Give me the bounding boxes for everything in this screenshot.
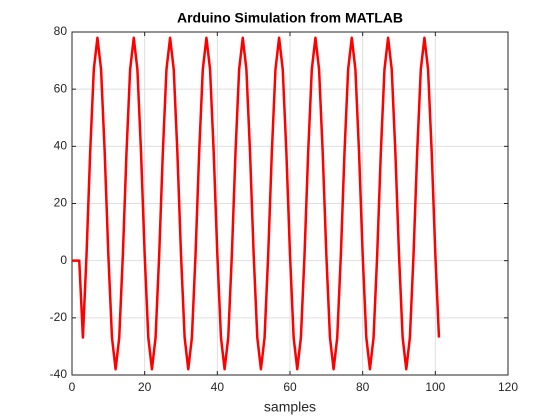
y-tick-label: -20 (50, 310, 68, 324)
y-tick-label: 80 (54, 24, 68, 38)
x-tick-label: 80 (356, 380, 370, 394)
chart-title: Arduino Simulation from MATLAB (177, 10, 403, 26)
x-tick-label: 20 (138, 380, 152, 394)
y-tick-label: 60 (54, 81, 68, 95)
data-line (72, 36, 441, 371)
x-tick-label: 40 (211, 380, 225, 394)
x-axis-label: samples (264, 399, 316, 415)
x-tick-label: 60 (283, 380, 297, 394)
y-tick-label: 40 (54, 139, 68, 153)
axes-box (71, 31, 509, 376)
x-tick-label: 0 (69, 380, 76, 394)
y-tick-label: -40 (50, 367, 68, 381)
y-tick-label: 0 (60, 253, 67, 267)
y-tick-label: 20 (54, 196, 68, 210)
x-tick-label: 100 (425, 380, 445, 394)
x-tick-label: 120 (498, 380, 518, 394)
